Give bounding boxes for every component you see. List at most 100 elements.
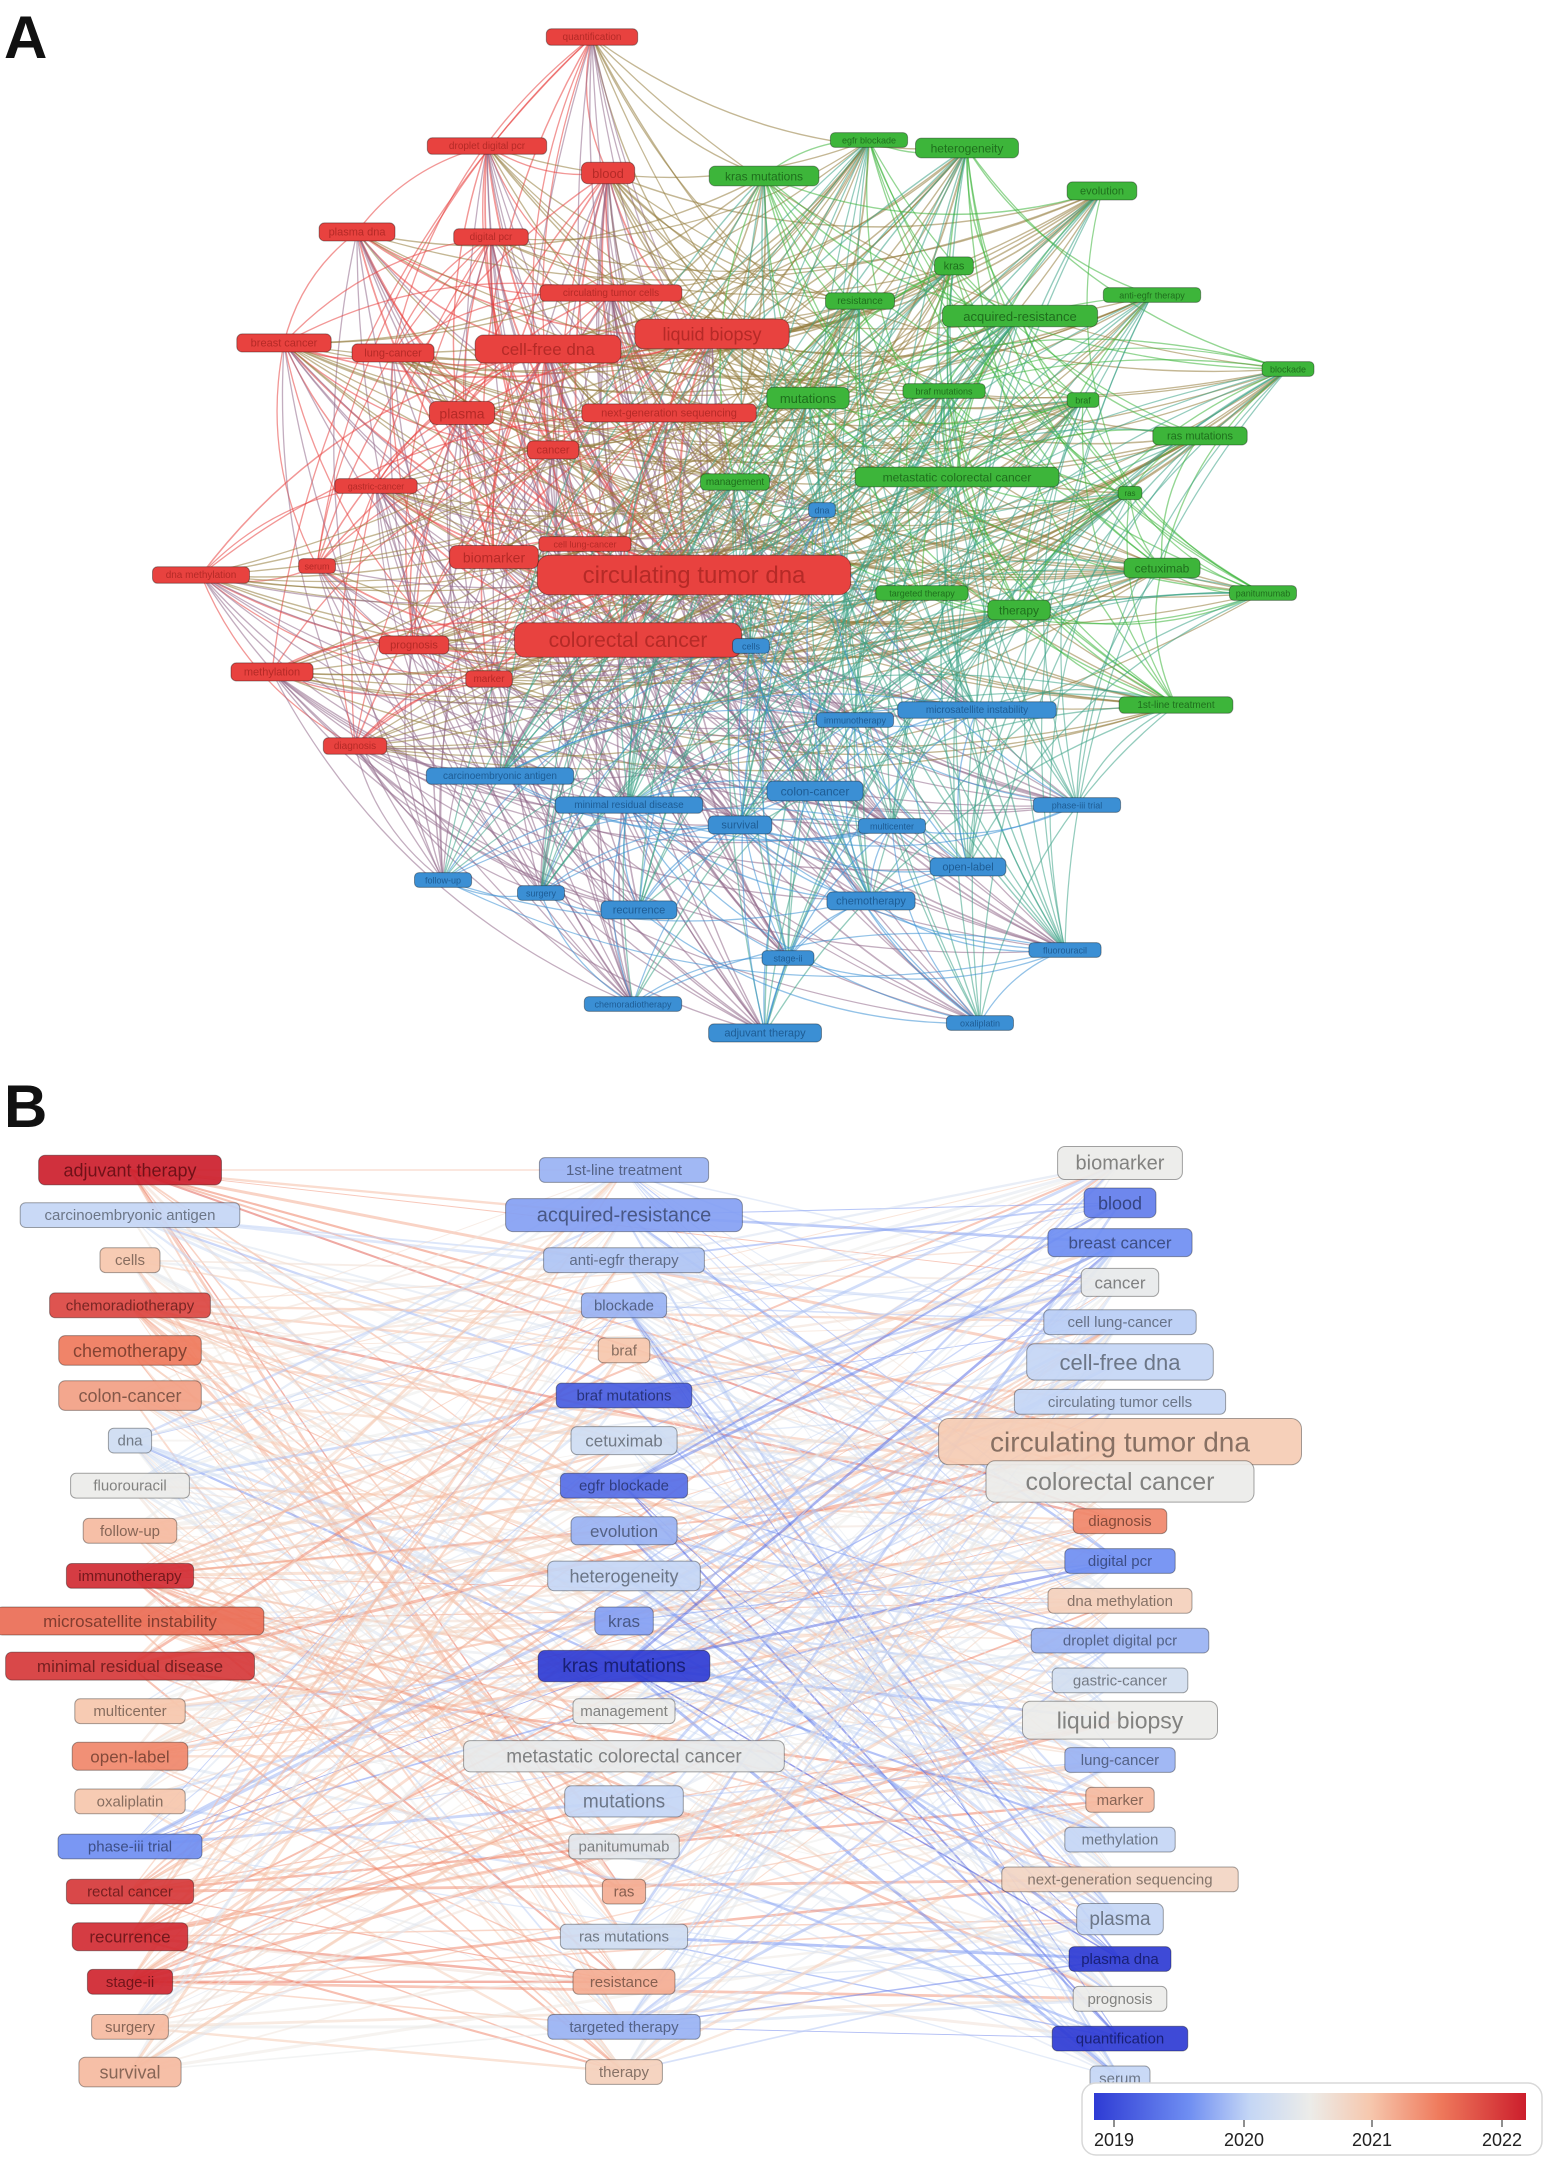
network-edge (547, 348, 752, 647)
overlay-node-immunotherapy: immunotherapy (65, 1563, 195, 1589)
network-edge (734, 481, 978, 711)
overlay-edge (623, 1161, 1121, 1397)
overlay-edge (623, 1304, 1121, 1960)
network-edge (200, 574, 640, 911)
network-edge (413, 147, 968, 646)
node-box (378, 635, 450, 655)
overlay-edge (623, 1169, 1121, 1284)
node-plasma-dna: plasma dna (318, 222, 396, 242)
node-label: recurrence (613, 905, 666, 917)
network-edge (955, 190, 1103, 868)
overlay-edge (623, 1440, 1121, 2079)
node-box (1022, 1700, 1218, 1740)
node-label: open-label (90, 1747, 169, 1766)
overlay-node-rectal-cancer: rectal cancer (65, 1878, 195, 1905)
node-label: marker (473, 674, 505, 685)
node-label: gastric-cancer (348, 482, 405, 492)
network-edge (499, 390, 945, 777)
network-edge (356, 231, 766, 1034)
network-edge (739, 399, 1084, 826)
node-box (57, 1833, 203, 1860)
overlay-edge (623, 1838, 1121, 1983)
network-edge (552, 399, 1084, 477)
node-label: resistance (590, 1974, 658, 1991)
node-box (547, 1560, 701, 1592)
node-diagnosis: diagnosis (322, 737, 388, 755)
node-phase-iii-trial: phase-iii trial (1032, 797, 1122, 813)
node-oxaliplatin: oxaliplatin (945, 1015, 1015, 1031)
overlay-edge (623, 1599, 1121, 1623)
node-box (708, 165, 820, 187)
network-edge (316, 348, 549, 567)
network-edge (739, 824, 1066, 951)
network-edge (967, 592, 1264, 868)
overlay-edge (129, 1321, 1121, 1351)
node-methylation: methylation (230, 662, 314, 682)
node-box (449, 545, 539, 570)
node-serum: serum (298, 558, 337, 574)
network-edge (540, 639, 629, 894)
node-lung-cancer: lung-cancer (351, 343, 435, 363)
node-label: heterogeneity (931, 142, 1004, 156)
node-label: plasma (439, 406, 484, 422)
network-edge (982, 315, 1066, 951)
overlay-node-microsatellite-instability: microsatellite instability (0, 1606, 265, 1636)
node-label: quantification (563, 32, 622, 43)
node-box (766, 386, 850, 410)
overlay-edge (623, 1759, 1121, 1893)
network-edge (966, 147, 1177, 706)
overlay-node-surgery: surgery (91, 2014, 169, 2040)
network-edge (946, 265, 1078, 806)
overlay-edge (129, 1678, 1121, 1713)
node-colorectal-cancer: colorectal cancer (513, 622, 743, 658)
overlay-edge (129, 1530, 625, 2028)
network-edge (271, 671, 490, 696)
node-label: braf (1075, 396, 1091, 406)
overlay-edge (623, 1758, 1121, 2029)
node-box (559, 1472, 689, 1499)
panel-b-nodes: adjuvant therapy carcinoembryonic antigen… (0, 1146, 1302, 2092)
node-label: mutations (583, 1791, 665, 1812)
node-box (1076, 1903, 1164, 1936)
overlay-edge (623, 1560, 1121, 1622)
overlay-node-plasma-dna: plasma dna (1068, 1946, 1172, 1972)
network-edge (868, 139, 1131, 494)
node-box (1152, 426, 1248, 446)
overlay-node-mutations: mutations (564, 1785, 684, 1818)
node-box (815, 712, 895, 728)
network-edge (979, 704, 1177, 1024)
node-label: adjuvant therapy (724, 1028, 806, 1040)
node-box (351, 343, 435, 363)
overlay-edge (623, 1798, 1121, 2074)
node-digital-pcr: digital pcr (453, 228, 529, 246)
node-label: microsatellite instability (43, 1612, 217, 1631)
node-box (945, 1015, 1015, 1031)
node-label: braf (611, 1342, 638, 1359)
node-label: metastatic colorectal cancer (883, 471, 1032, 485)
overlay-node-carcinoembryonic-antigen: carcinoembryonic antigen (19, 1202, 241, 1228)
overlay-edge (623, 1242, 1121, 2073)
node-label: cells (115, 1252, 145, 1269)
node-label: carcinoembryonic antigen (443, 771, 557, 782)
node-box (570, 1516, 678, 1546)
node-box (707, 815, 773, 835)
node-liquid-biopsy: liquid biopsy (634, 318, 790, 350)
node-box (929, 857, 1007, 877)
network-edge (316, 139, 870, 567)
network-edge (845, 719, 872, 902)
overlay-edge (623, 1759, 1121, 1803)
network-edge (271, 671, 634, 1005)
node-cancer: cancer (526, 440, 580, 460)
node-cell-free-dna: cell-free dna (474, 334, 622, 364)
overlay-node-diagnosis: diagnosis (1072, 1508, 1168, 1535)
network-edge (763, 175, 958, 478)
node-label: phase-iii trial (88, 1839, 172, 1856)
year-colorbar: 2019 2020 2021 2022 (1081, 2082, 1543, 2156)
node-blood: blood (580, 161, 636, 185)
node-label: follow-up (425, 876, 461, 886)
colorbar-tick-label: 2021 (1352, 2130, 1392, 2150)
node-box (38, 1154, 222, 1186)
node-box (428, 400, 496, 425)
overlay-edge (129, 1169, 625, 1938)
network-edge (1019, 315, 1264, 594)
